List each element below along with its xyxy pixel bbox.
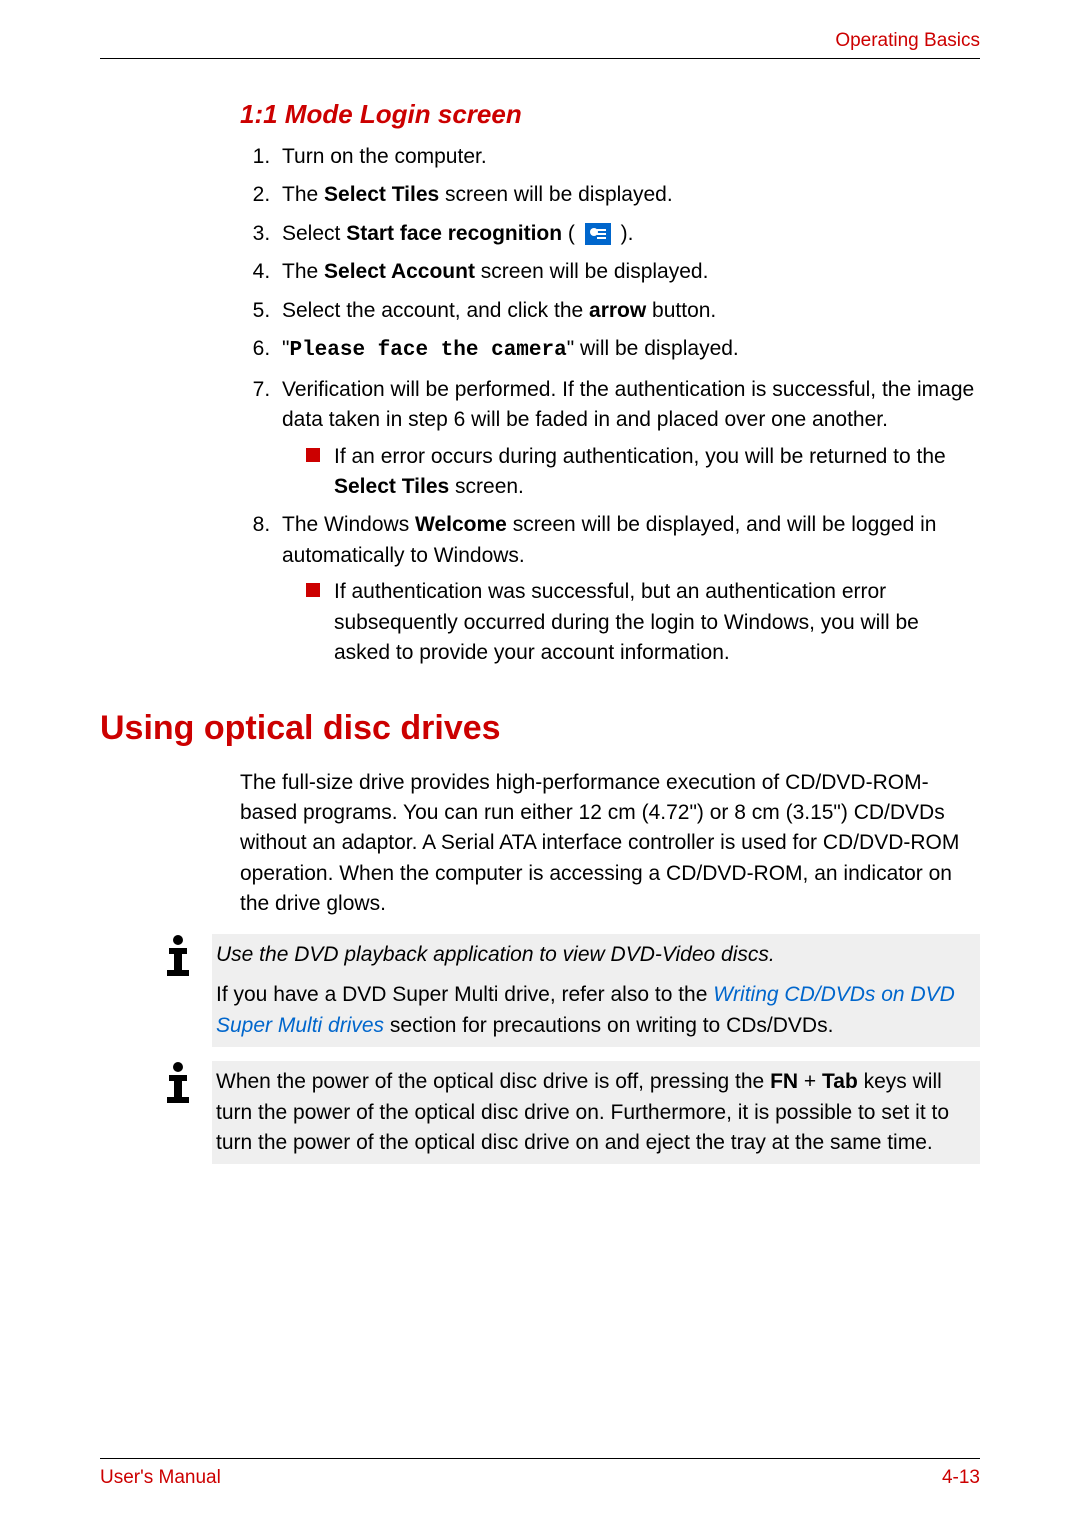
step-7-sub-post: screen. bbox=[449, 475, 524, 498]
footer-row: User's Manual 4-13 bbox=[100, 1467, 980, 1489]
footer-left: User's Manual bbox=[100, 1467, 221, 1489]
step-2: The Select Tiles screen will be displaye… bbox=[276, 180, 980, 210]
top-rule bbox=[100, 58, 980, 59]
note-1-text: Use the DVD playback application to view… bbox=[212, 934, 980, 1047]
footer-page-number: 4-13 bbox=[942, 1467, 980, 1489]
steps-list: Turn on the computer. The Select Tiles s… bbox=[240, 142, 980, 669]
step-4-pre: The bbox=[282, 260, 324, 283]
step-7-sublist: If an error occurs during authentication… bbox=[282, 442, 980, 503]
step-8-bold: Welcome bbox=[415, 513, 507, 536]
note-2-plus: + bbox=[798, 1070, 822, 1093]
header-chapter: Operating Basics bbox=[100, 30, 980, 52]
step-6: "Please face the camera" will be display… bbox=[276, 334, 980, 366]
step-3-post1: ( bbox=[562, 222, 581, 245]
note-2: When the power of the optical disc drive… bbox=[100, 1061, 980, 1164]
step-7-sub-pre: If an error occurs during authentication… bbox=[334, 445, 946, 468]
step-4-post: screen will be displayed. bbox=[475, 260, 708, 283]
face-recognition-icon bbox=[585, 223, 611, 245]
step-5-post: button. bbox=[646, 299, 716, 322]
step-4-bold: Select Account bbox=[324, 260, 475, 283]
section-title: 1:1 Mode Login screen bbox=[240, 99, 980, 130]
step-3-pre: Select bbox=[282, 222, 346, 245]
step-7-text: Verification will be performed. If the a… bbox=[282, 378, 974, 431]
note-1-p2: If you have a DVD Super Multi drive, ref… bbox=[216, 980, 972, 1041]
step-5-bold: arrow bbox=[589, 299, 646, 322]
step-8-sub-text: If authentication was successful, but an… bbox=[334, 580, 919, 664]
note-1-italic: Use the DVD playback application to view… bbox=[216, 940, 972, 970]
note-2-fn: FN bbox=[770, 1070, 798, 1093]
step-1-text: Turn on the computer. bbox=[282, 145, 487, 168]
step-3: Select Start face recognition ( ). bbox=[276, 219, 980, 249]
step-2-pre: The bbox=[282, 183, 324, 206]
step-1: Turn on the computer. bbox=[276, 142, 980, 172]
step-7: Verification will be performed. If the a… bbox=[276, 375, 980, 503]
step-3-post2: ). bbox=[615, 222, 634, 245]
note-1-p2-post: section for precautions on writing to CD… bbox=[384, 1014, 833, 1037]
step-8-sublist: If authentication was successful, but an… bbox=[282, 577, 980, 668]
step-5: Select the account, and click the arrow … bbox=[276, 296, 980, 326]
step-6-mono: Please face the camera bbox=[289, 339, 566, 362]
note-1: Use the DVD playback application to view… bbox=[100, 934, 980, 1047]
step-2-bold: Select Tiles bbox=[324, 183, 439, 206]
page: Operating Basics 1:1 Mode Login screen T… bbox=[0, 0, 1080, 1529]
step-7-sub: If an error occurs during authentication… bbox=[306, 442, 980, 503]
step-7-sub-bold: Select Tiles bbox=[334, 475, 449, 498]
note-2-tab: Tab bbox=[822, 1070, 858, 1093]
step-8-pre: The Windows bbox=[282, 513, 415, 536]
note-2-text: When the power of the optical disc drive… bbox=[212, 1061, 980, 1164]
step-8-sub: If authentication was successful, but an… bbox=[306, 577, 980, 668]
main-paragraph: The full-size drive provides high-perfor… bbox=[240, 768, 980, 920]
note-2-pre: When the power of the optical disc drive… bbox=[216, 1070, 770, 1093]
main-heading: Using optical disc drives bbox=[100, 709, 980, 748]
step-2-post: screen will be displayed. bbox=[439, 183, 672, 206]
step-5-pre: Select the account, and click the bbox=[282, 299, 589, 322]
step-4: The Select Account screen will be displa… bbox=[276, 257, 980, 287]
step-8: The Windows Welcome screen will be displ… bbox=[276, 510, 980, 668]
info-icon bbox=[160, 934, 196, 978]
footer: User's Manual 4-13 bbox=[100, 1458, 980, 1489]
step-3-bold: Start face recognition bbox=[346, 222, 562, 245]
step-6-post: " will be displayed. bbox=[567, 337, 739, 360]
info-icon bbox=[160, 1061, 196, 1105]
bottom-rule bbox=[100, 1458, 980, 1459]
note-1-p2-pre: If you have a DVD Super Multi drive, ref… bbox=[216, 983, 713, 1006]
